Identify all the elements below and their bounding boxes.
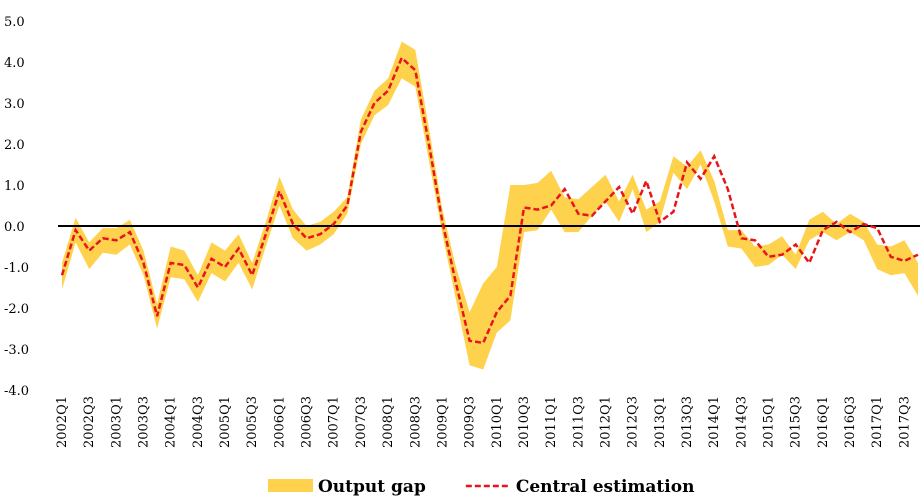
x-tick-label: 2016Q3: [843, 396, 858, 448]
y-tick-label: 3.0: [4, 97, 25, 112]
x-tick-label: 2014Q3: [734, 396, 749, 448]
x-tick-label: 2017Q3: [897, 396, 912, 448]
legend-label: Central estimation: [516, 477, 695, 497]
x-tick-label: 2009Q3: [463, 396, 478, 448]
x-tick-label: 2009Q1: [435, 396, 450, 448]
x-tick-label: 2005Q3: [245, 396, 260, 448]
x-tick-label: 2013Q1: [653, 396, 668, 448]
band-area: [62, 41, 918, 370]
y-tick-label: 5.0: [4, 15, 25, 30]
x-tick-label: 2011Q1: [544, 396, 559, 448]
x-tick-label: 2015Q1: [762, 396, 777, 448]
x-tick-label: 2014Q1: [707, 396, 722, 448]
y-tick-label: 0.0: [4, 220, 25, 235]
x-tick-label: 2004Q1: [164, 396, 179, 448]
x-tick-label: 2005Q1: [218, 396, 233, 448]
x-tick-label: 2017Q1: [870, 396, 885, 448]
x-tick-label: 2010Q1: [490, 396, 505, 448]
x-tick-label: 2002Q3: [82, 396, 97, 448]
x-tick-label: 2007Q1: [327, 396, 342, 448]
x-tick-label: 2003Q1: [109, 396, 124, 448]
y-tick-label: -2.0: [4, 302, 29, 317]
x-tick-label: 2016Q1: [816, 396, 831, 448]
x-tick-label: 2008Q3: [408, 396, 423, 448]
central-line: [60, 55, 919, 345]
legend-swatch: [268, 479, 313, 492]
x-tick-label: 2008Q1: [381, 396, 396, 448]
x-tick-label: 2006Q1: [272, 396, 287, 448]
x-tick-label: 2011Q3: [571, 396, 586, 448]
y-tick-label: 4.0: [4, 56, 25, 71]
y-tick-label: -4.0: [4, 384, 29, 399]
y-tick-label: 1.0: [4, 179, 25, 194]
legend: Output gap Central estimation: [268, 477, 694, 497]
y-tick-label: -3.0: [4, 343, 29, 358]
x-tick-label: 2013Q3: [680, 396, 695, 448]
legend-label: Output gap: [318, 477, 426, 497]
x-tick-label: 2003Q3: [137, 396, 152, 448]
y-tick-label: -1.0: [4, 261, 29, 276]
x-tick-label: 2015Q3: [789, 396, 804, 448]
x-tick-label: 2007Q3: [354, 396, 369, 448]
x-tick-label: 2004Q3: [191, 396, 206, 448]
x-tick-label: 2012Q3: [626, 396, 641, 448]
x-tick-label: 2002Q1: [55, 396, 70, 448]
x-tick-label: 2010Q3: [517, 396, 532, 448]
x-tick-label: 2012Q1: [598, 396, 613, 448]
y-tick-label: 2.0: [4, 138, 25, 153]
x-tick-label: 2006Q3: [300, 396, 315, 448]
